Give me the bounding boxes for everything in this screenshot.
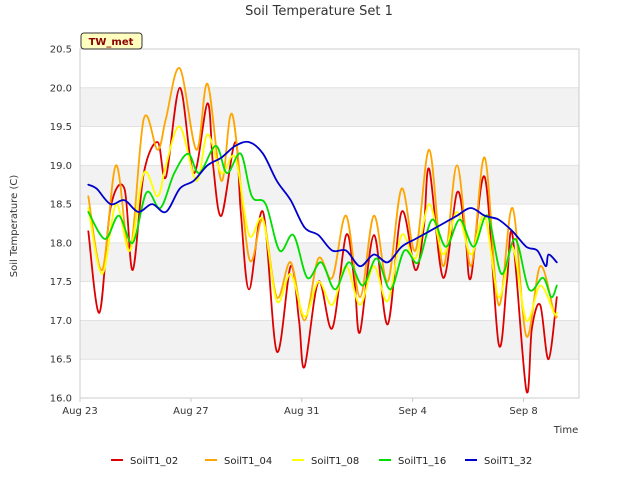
y-tick-label: 16.5 — [50, 355, 72, 366]
x-tick-label: Aug 27 — [173, 406, 208, 417]
x-tick-label: Sep 8 — [509, 406, 537, 417]
site-tag-box — [80, 32, 143, 50]
legend: SoilT1_02 SoilT1_04 SoilT1_08 SoilT1_16 Soil… — [111, 456, 532, 467]
legend-label: SoilT1_04 — [224, 456, 272, 467]
legend-label: SoilT1_08 — [311, 456, 359, 467]
site-tag-label: TW_met — [89, 37, 134, 48]
series-lines — [87, 67, 558, 394]
y-tick-label: 18.5 — [50, 200, 72, 211]
y-axis-label: Soil Temperature (C) — [9, 175, 20, 278]
y-tick-label: 17.5 — [50, 277, 72, 288]
y-tick-label: 18.0 — [50, 238, 72, 249]
plot-frame — [79, 48, 580, 399]
y-tick-label: 20.5 — [50, 45, 72, 56]
series-line-soilt1-02 — [87, 86, 558, 394]
x-tick-label: Sep 4 — [398, 406, 426, 417]
background-band — [80, 87, 579, 127]
legend-label: SoilT1_16 — [398, 456, 446, 467]
y-tick-label: 19.0 — [50, 161, 72, 172]
series-line-soilt1-04 — [87, 67, 558, 338]
y-tick-labels: 16.0 16.5 17.0 17.5 18.0 18.5 19.0 19.5 20.0 20.5 — [50, 45, 72, 405]
x-tick-label: Aug 23 — [62, 406, 97, 417]
legend-label: SoilT1_02 — [130, 456, 178, 467]
y-tick-label: 19.5 — [50, 122, 72, 133]
series-line-soilt1-16 — [87, 145, 558, 299]
series-line-soilt1-32 — [87, 140, 558, 268]
y-tick-label: 16.0 — [50, 394, 72, 405]
x-axis-label: Time — [553, 425, 578, 436]
y-tick-label: 20.0 — [50, 83, 72, 94]
y-tick-label: 17.0 — [50, 316, 72, 327]
series-line-soilt1-08 — [87, 125, 558, 322]
chart-title: Soil Temperature Set 1 — [245, 4, 393, 19]
site-tag: TW_met — [80, 32, 143, 50]
legend-label: SoilT1_32 — [484, 456, 532, 467]
x-tick-label: Aug 31 — [284, 406, 319, 417]
background-band — [80, 165, 579, 205]
x-tick-labels: Aug 23 Aug 27 Aug 31 Sep 4 Sep 8 — [62, 398, 538, 417]
